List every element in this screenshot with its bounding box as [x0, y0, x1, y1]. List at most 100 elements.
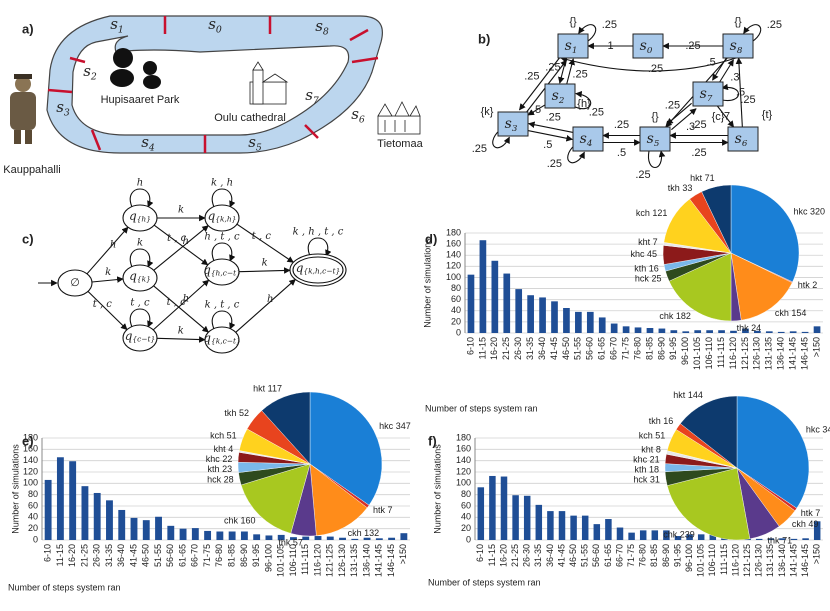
segment-label: s2: [83, 62, 97, 82]
symbol: q: [129, 209, 137, 223]
pie-label: kht 8: [641, 445, 661, 455]
bar: [228, 531, 236, 540]
edge-label: h , t , c: [204, 232, 240, 243]
bar: [586, 311, 594, 333]
pie-label-name: hkt: [253, 384, 266, 394]
pie-label: thk 24: [737, 323, 762, 333]
state: [204, 326, 240, 354]
state-label: q{k,h,c−t}: [296, 261, 341, 276]
y-tick-label: 160: [456, 444, 471, 454]
edge: [153, 225, 209, 271]
panel-label: c): [22, 231, 34, 246]
x-tick-label: 116-120: [728, 337, 738, 369]
x-tick-label: 136-140: [777, 544, 787, 577]
bar: [646, 328, 654, 333]
pie-label-name: hkt: [673, 390, 686, 400]
bar: [682, 331, 690, 333]
x-tick-label: 41-45: [549, 337, 559, 360]
pie-label: hkc 347: [379, 421, 411, 431]
bar: [130, 517, 138, 540]
self-loop: [578, 24, 597, 43]
edge: [735, 57, 743, 128]
x-tick-label: 61-65: [597, 337, 607, 360]
y-tick-label: 140: [456, 455, 471, 465]
symbol: s: [351, 105, 359, 123]
pie-label-name: kht: [641, 445, 654, 455]
x-tick-label: 136-140: [361, 544, 371, 577]
bar: [670, 330, 678, 333]
x-tick-label: 51-55: [153, 544, 163, 567]
y-tick-label: 120: [446, 261, 461, 271]
y-tick-label: 0: [456, 327, 461, 337]
edge-label: t , c: [93, 299, 113, 310]
pie-label: hkt 71: [690, 173, 715, 183]
y-tick-label: 120: [23, 466, 38, 476]
pie-label: kch 51: [210, 431, 237, 441]
edge-label: t , c: [252, 231, 272, 242]
pie-slice: [309, 463, 368, 536]
edge-label: h: [183, 293, 189, 304]
subscript: 5: [654, 139, 660, 149]
edge: [86, 226, 129, 275]
pie-label-name: kth: [208, 464, 220, 474]
bar: [547, 511, 554, 540]
x-tick-label: 71-75: [626, 544, 636, 567]
subscript: 4: [148, 142, 155, 153]
pie-label: ckh 154: [775, 309, 807, 319]
y-tick-label: 0: [466, 534, 471, 544]
edge: [558, 56, 568, 84]
state-label: s1: [565, 38, 578, 56]
y-tick-label: 160: [23, 444, 38, 454]
state-label: q{h}: [129, 209, 151, 224]
edge-label: .5: [543, 139, 552, 151]
edge-label: .7: [721, 110, 730, 122]
subscript: 8: [323, 26, 329, 37]
pie-label-value: 28: [224, 475, 234, 485]
bar: [69, 461, 77, 540]
x-tick-label: 51-55: [573, 337, 583, 360]
y-axis-title: Number of simulations: [422, 238, 432, 328]
self-loop: [129, 308, 154, 328]
subscript: {c−t}: [132, 335, 155, 344]
x-tick-label: 96-100: [263, 544, 273, 572]
x-tick-label: 111-115: [300, 544, 310, 575]
pie-label-value: 18: [649, 465, 659, 475]
pie-label-value: 121: [652, 208, 667, 218]
bar: [570, 515, 577, 540]
self-loop: [211, 310, 236, 330]
pie-label-name: kch: [639, 431, 653, 441]
edge-label: k: [262, 258, 268, 269]
edge: [527, 104, 546, 116]
pie-label: chk 239: [663, 530, 695, 540]
bar: [628, 532, 635, 540]
pie-label: hkt 144: [673, 390, 703, 400]
x-tick-label: 76-80: [632, 337, 642, 360]
x-tick-label: 131-135: [349, 544, 359, 577]
bar: [106, 500, 113, 540]
pie-label-value: 57: [293, 538, 303, 548]
bar: [93, 492, 101, 540]
bar: [500, 476, 508, 540]
bar: [558, 511, 566, 540]
pie-label: khc 45: [630, 250, 657, 260]
symbol: s: [580, 131, 587, 147]
x-tick-label: 141-145: [788, 337, 798, 370]
bar: [388, 537, 396, 540]
bar: [142, 520, 150, 540]
symbol: q: [125, 329, 133, 343]
state-props: {}: [569, 16, 577, 28]
x-tick-label: 101-105: [696, 544, 706, 577]
x-tick-label: 31-35: [104, 544, 114, 567]
subscript: 6: [359, 114, 365, 125]
panel-label: e): [22, 433, 34, 448]
bar: [605, 519, 612, 540]
segment-label: s7: [305, 86, 319, 106]
x-tick-label: 21-25: [510, 544, 520, 567]
pie-label-value: 33: [682, 183, 692, 193]
track: [46, 15, 383, 154]
x-tick-label: >150: [811, 337, 821, 357]
x-tick-label: 111-115: [716, 337, 726, 368]
panel-label: a): [22, 21, 34, 36]
